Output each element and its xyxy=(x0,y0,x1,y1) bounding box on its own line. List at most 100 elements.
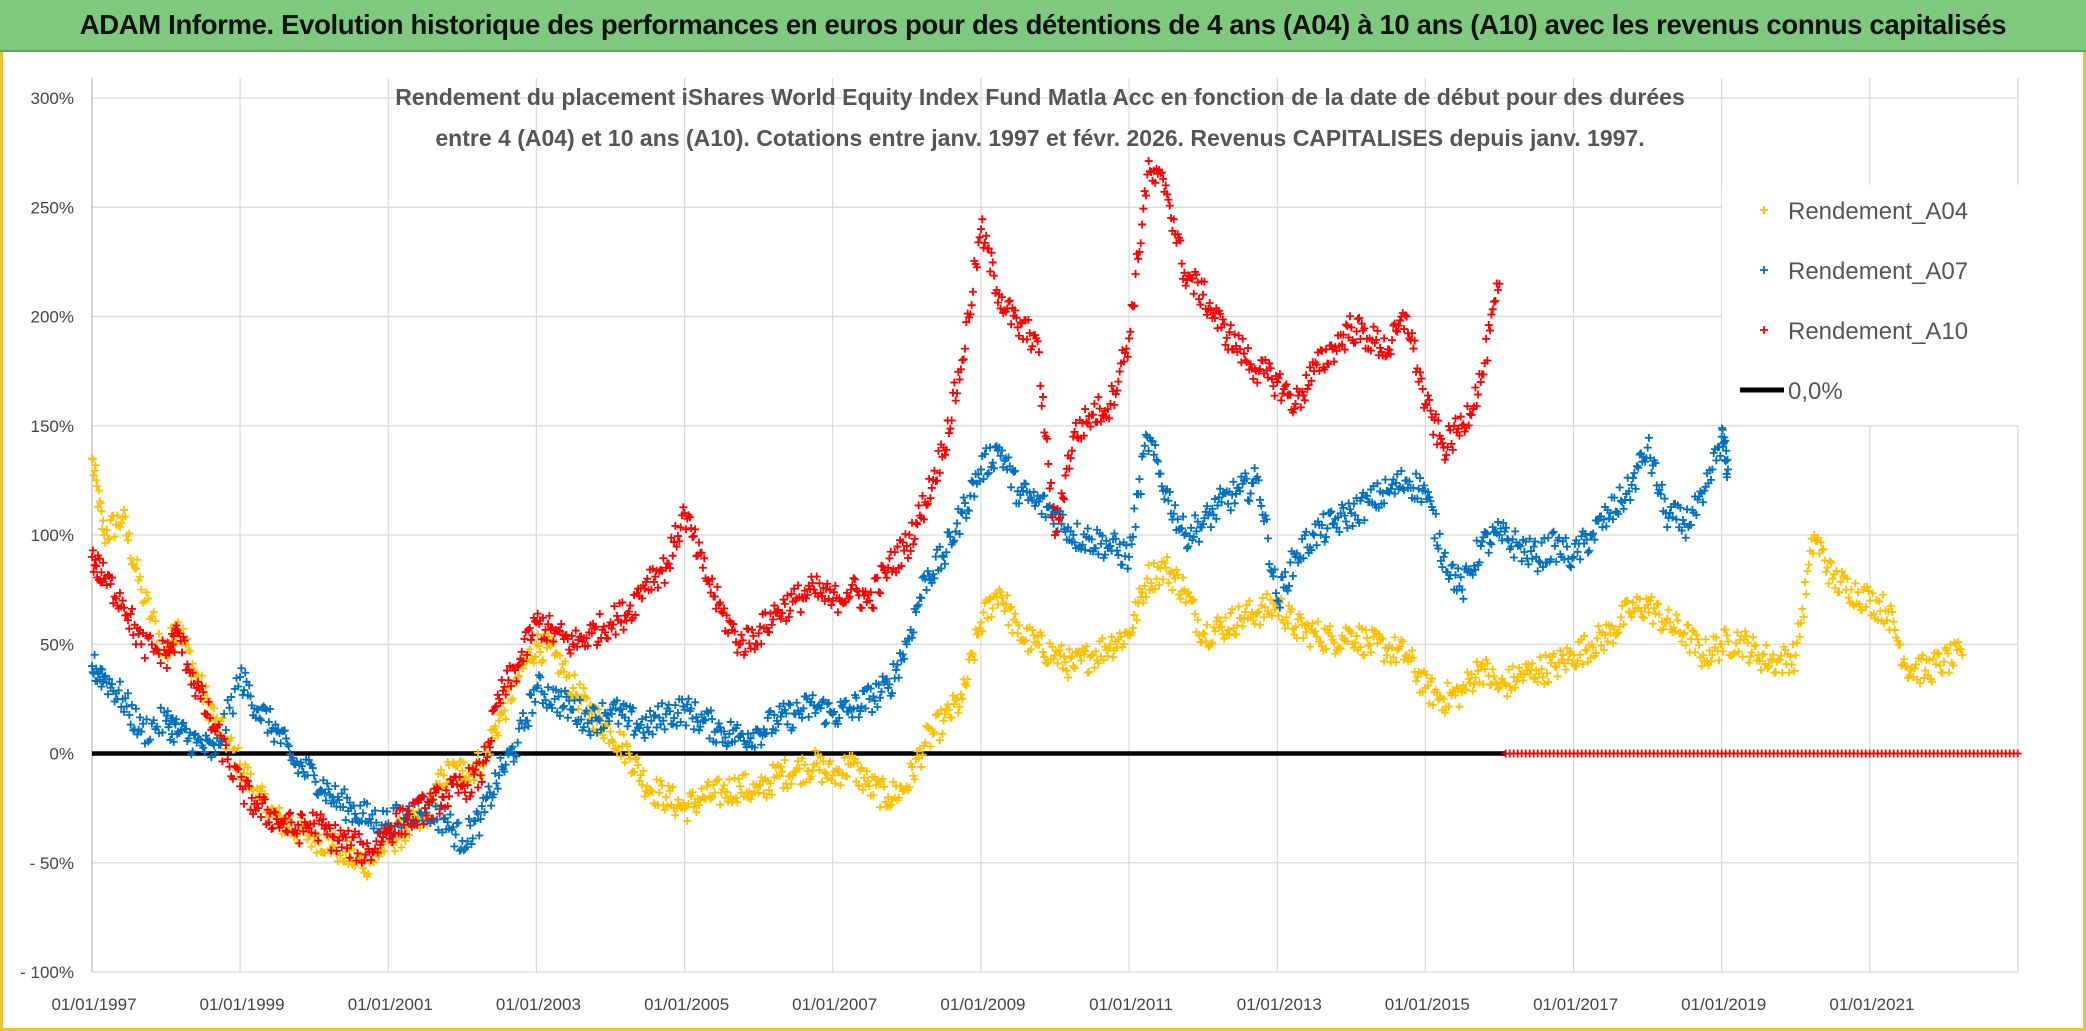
data-point xyxy=(1308,529,1317,538)
data-point xyxy=(1151,441,1160,450)
data-point xyxy=(185,647,194,656)
data-point xyxy=(97,568,106,577)
data-point xyxy=(1536,653,1545,662)
data-point xyxy=(1921,666,1930,675)
data-point xyxy=(1253,472,1262,481)
series-rendement_a10 xyxy=(88,157,2022,867)
data-point xyxy=(466,768,475,777)
data-point xyxy=(960,344,969,353)
data-point xyxy=(158,728,167,737)
data-point xyxy=(1438,563,1447,572)
data-point xyxy=(207,753,216,762)
data-point xyxy=(882,573,891,582)
data-point xyxy=(126,609,135,618)
data-point xyxy=(243,777,252,786)
data-point xyxy=(762,793,771,802)
data-point xyxy=(1816,538,1825,547)
data-point xyxy=(1657,480,1666,489)
data-point xyxy=(1270,391,1279,400)
data-point xyxy=(910,775,919,784)
data-point xyxy=(1113,386,1122,395)
data-point xyxy=(1277,396,1286,405)
data-point xyxy=(718,738,727,747)
data-point xyxy=(869,791,878,800)
data-point xyxy=(135,713,144,722)
data-point xyxy=(117,518,126,527)
data-point xyxy=(1381,352,1390,361)
data-point xyxy=(1413,494,1422,503)
data-point xyxy=(1486,326,1495,335)
data-point xyxy=(716,598,725,607)
data-point xyxy=(638,781,647,790)
data-point xyxy=(1218,315,1227,324)
data-point xyxy=(935,468,944,477)
data-point xyxy=(759,789,768,798)
data-point xyxy=(146,735,155,744)
data-point xyxy=(1622,489,1631,498)
data-point xyxy=(1466,409,1475,418)
data-point xyxy=(1132,616,1141,625)
data-point xyxy=(555,626,564,635)
data-point xyxy=(111,594,120,603)
data-point xyxy=(1722,631,1731,640)
data-point xyxy=(1053,659,1062,668)
data-point xyxy=(121,512,130,521)
data-point xyxy=(1749,633,1758,642)
data-point xyxy=(850,575,859,584)
data-point xyxy=(1464,421,1473,430)
data-point xyxy=(551,685,560,694)
data-point xyxy=(1524,560,1533,569)
data-point xyxy=(577,715,586,724)
data-point xyxy=(1614,628,1623,637)
data-point xyxy=(1091,647,1100,656)
data-point xyxy=(1593,634,1602,643)
data-point xyxy=(1037,401,1046,410)
data-point xyxy=(1048,642,1057,651)
data-point xyxy=(177,648,186,657)
data-point xyxy=(900,654,909,663)
data-point xyxy=(571,626,580,635)
data-point xyxy=(687,524,696,533)
data-point xyxy=(555,711,564,720)
data-point xyxy=(702,782,711,791)
data-point xyxy=(1323,524,1332,533)
data-point xyxy=(669,714,678,723)
data-point xyxy=(1056,651,1065,660)
data-point xyxy=(1619,504,1628,513)
data-point xyxy=(358,840,367,849)
data-point xyxy=(1299,554,1308,563)
data-point xyxy=(1330,519,1338,528)
data-point xyxy=(672,721,681,730)
data-point xyxy=(1183,544,1192,553)
data-point xyxy=(95,554,104,563)
data-point xyxy=(1644,608,1653,617)
data-point xyxy=(740,792,749,801)
data-point xyxy=(1285,581,1294,590)
data-point xyxy=(369,824,378,833)
data-point xyxy=(1189,532,1198,541)
data-point xyxy=(1153,457,1162,466)
data-point xyxy=(1259,613,1268,622)
chart-title-line-2: entre 4 (A04) et 10 ans (A10). Cotations… xyxy=(435,125,1644,151)
data-point xyxy=(923,567,932,576)
data-point xyxy=(1467,670,1476,679)
data-point xyxy=(1372,335,1381,344)
data-point xyxy=(1373,326,1382,335)
data-point xyxy=(1512,677,1521,686)
data-point xyxy=(127,701,136,710)
data-point xyxy=(1278,572,1287,581)
data-point xyxy=(1480,665,1489,674)
data-point xyxy=(280,726,289,735)
data-point xyxy=(657,566,666,575)
data-point xyxy=(153,645,162,654)
data-point xyxy=(538,613,547,622)
data-point xyxy=(1684,620,1693,629)
data-point xyxy=(1511,683,1520,692)
data-point xyxy=(1210,314,1219,323)
data-point xyxy=(1040,652,1049,661)
data-point xyxy=(126,720,135,729)
data-point xyxy=(1471,565,1480,574)
data-point xyxy=(962,681,971,690)
data-point xyxy=(708,793,717,802)
data-point xyxy=(1897,661,1906,670)
